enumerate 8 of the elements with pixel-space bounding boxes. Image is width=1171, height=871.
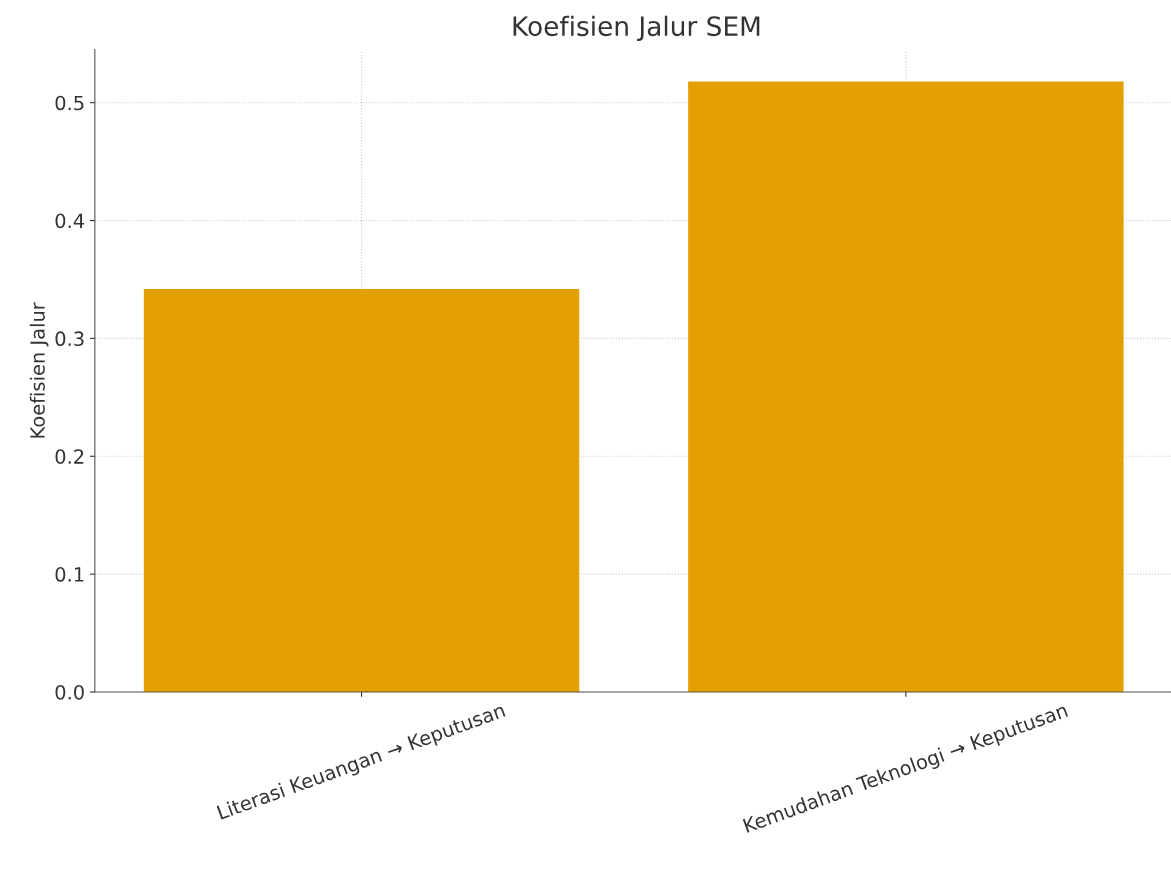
y-tick-label: 0.4 bbox=[55, 213, 85, 229]
y-tick-label: 0.0 bbox=[55, 684, 84, 700]
y-axis-title: Koefisien Jalur bbox=[29, 302, 49, 438]
y-tick-label: 0.1 bbox=[55, 567, 84, 582]
chart-title: Koefisien Jalur SEM bbox=[513, 15, 760, 42]
y-tick-label: 0.3 bbox=[55, 331, 84, 347]
y-tick-label: 0.2 bbox=[55, 449, 84, 464]
y-tick-label: 0.5 bbox=[55, 95, 84, 111]
